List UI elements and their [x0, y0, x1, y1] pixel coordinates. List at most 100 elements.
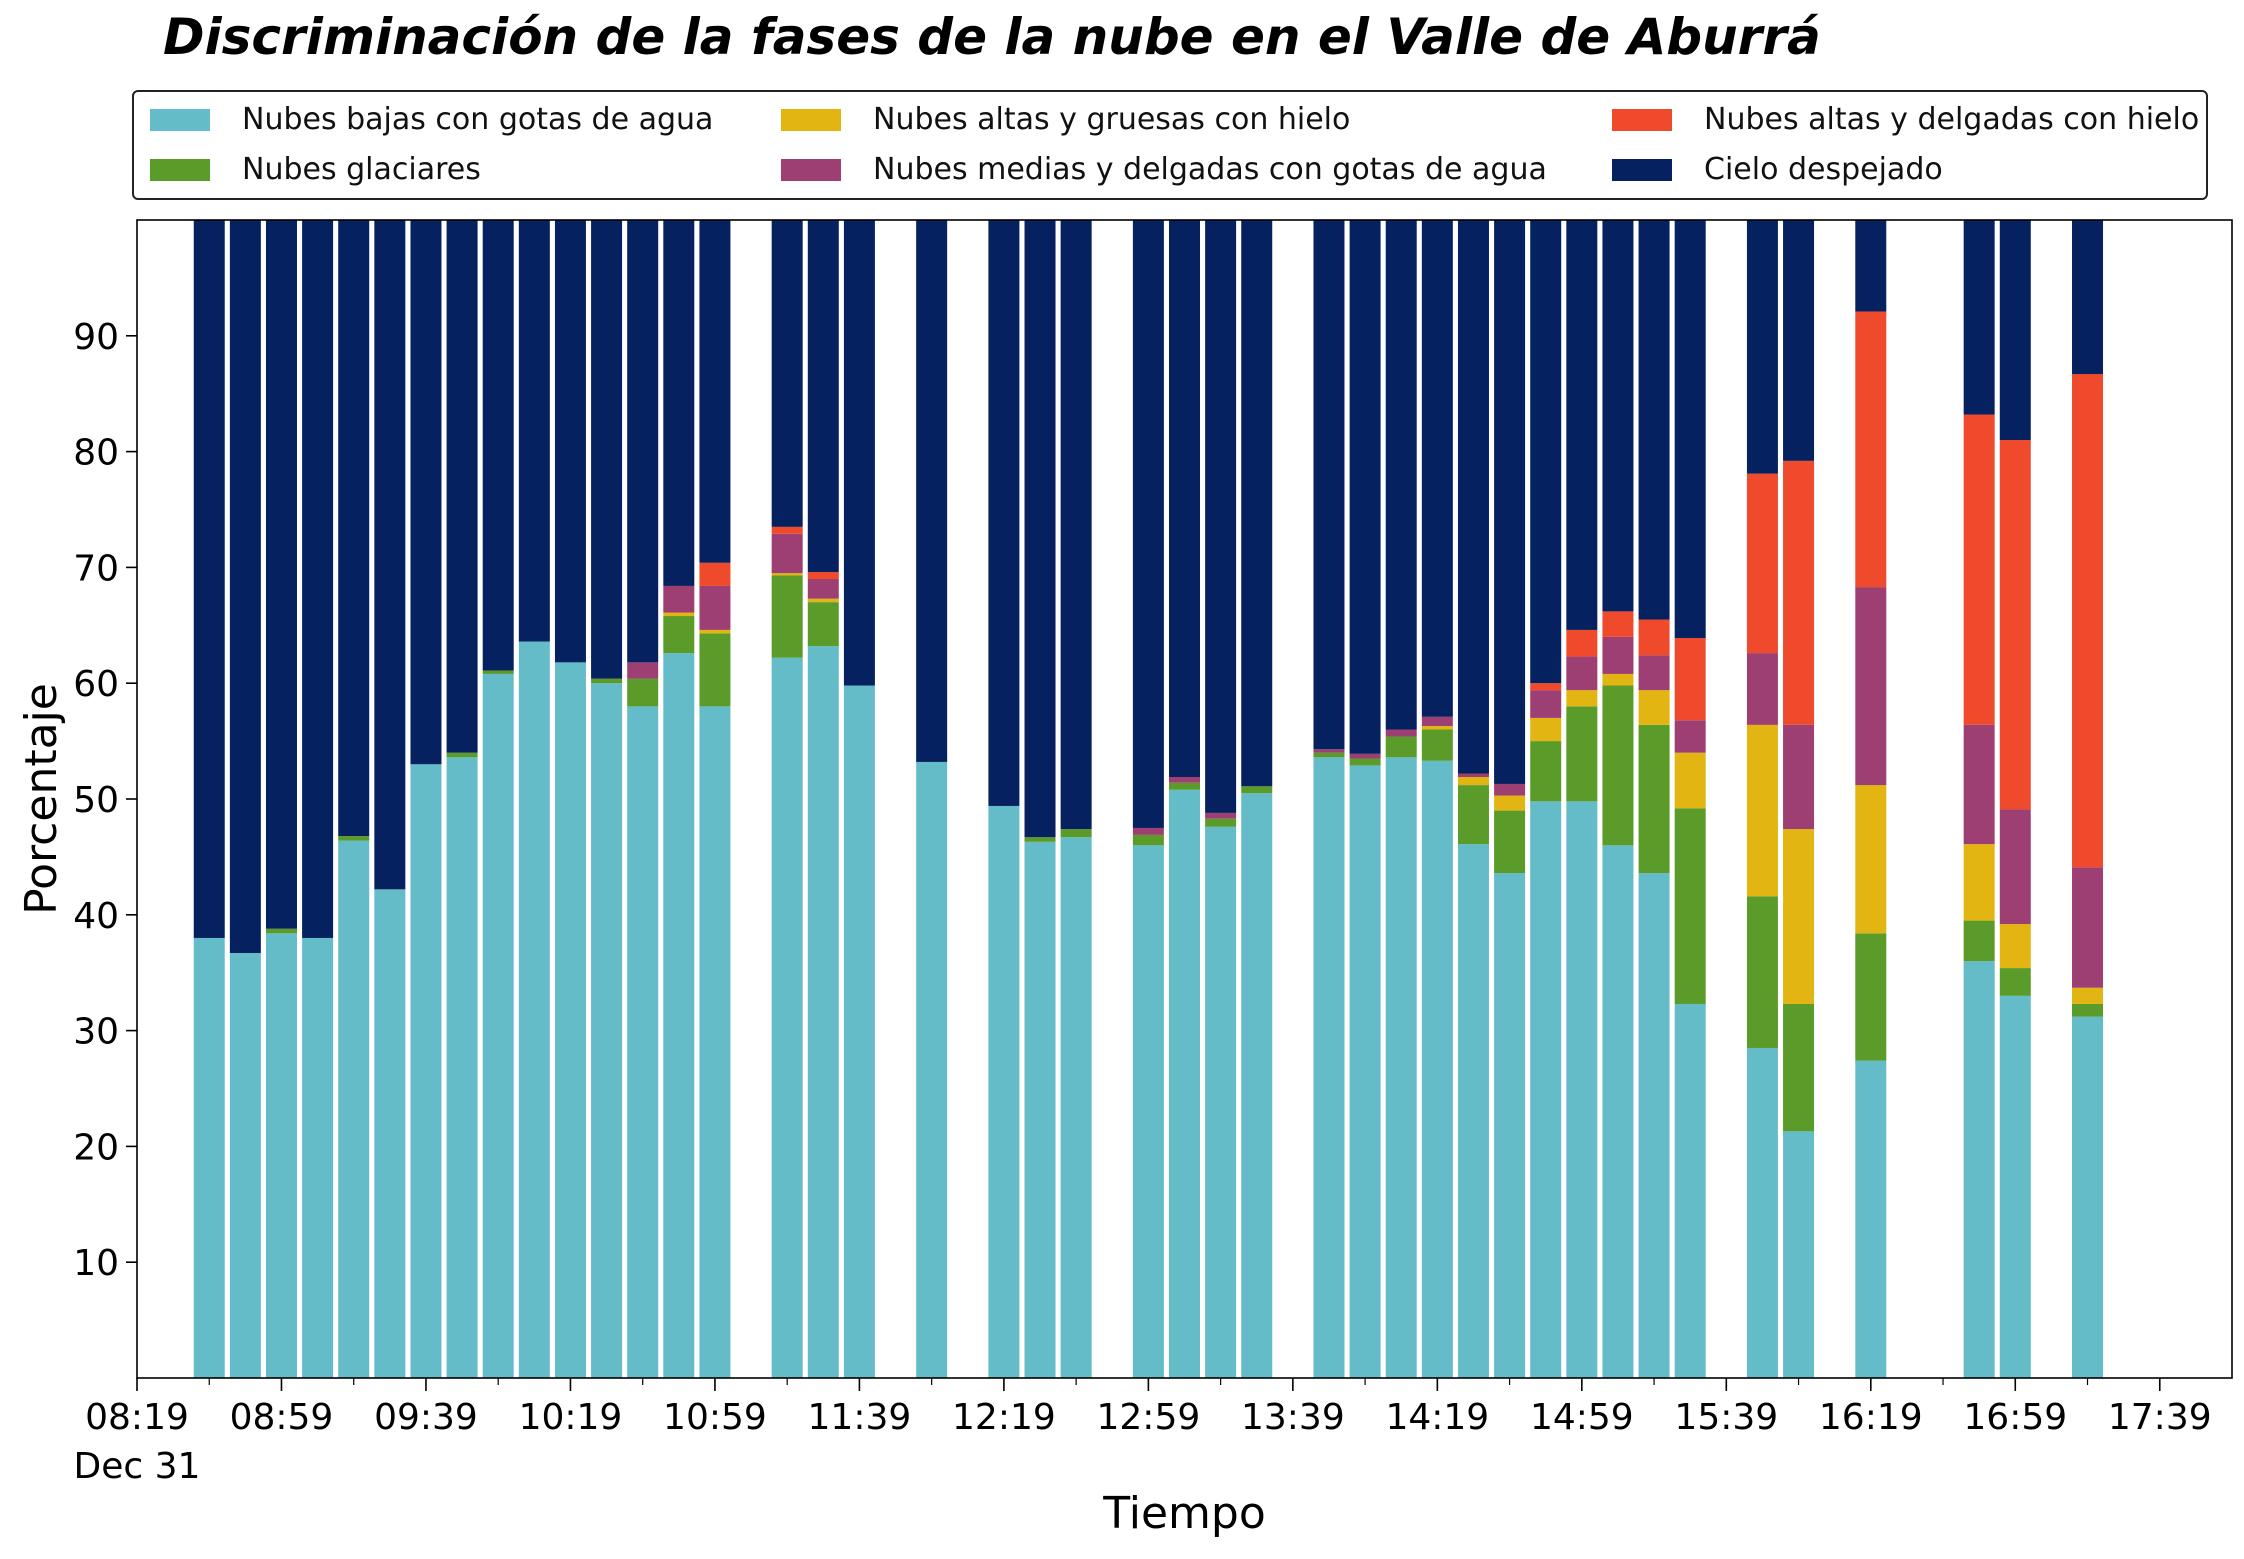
- bar-segment: [229, 953, 261, 1378]
- bar-segment: [338, 836, 370, 841]
- bar-segment: [1746, 473, 1778, 654]
- bar-segment: [518, 220, 550, 642]
- bar-segment: [2072, 1003, 2104, 1017]
- bar-segment: [338, 220, 370, 837]
- bar-segment: [1674, 720, 1706, 753]
- bar-segment: [1746, 896, 1778, 1048]
- bar-segment: [1421, 729, 1453, 761]
- bar-segment: [916, 761, 948, 1378]
- x-tick-label: 09:39: [374, 1397, 478, 1438]
- bar-segment: [1638, 220, 1670, 620]
- legend-item: Nubes medias y delgadas con gotas de agu…: [781, 152, 1547, 187]
- bar-segment: [807, 598, 839, 603]
- bar-segment: [1205, 826, 1237, 1378]
- bar-segment: [699, 629, 731, 634]
- bar-segment: [807, 602, 839, 647]
- bar-segment: [1494, 220, 1526, 784]
- bar-segment: [807, 220, 839, 573]
- legend-swatch: [781, 158, 841, 181]
- legend-label: Nubes medias y delgadas con gotas de agu…: [873, 152, 1547, 187]
- bar-segment: [1205, 812, 1237, 819]
- bar-segment: [302, 937, 334, 1378]
- bar-segment: [1494, 873, 1526, 1378]
- bar-segment: [1999, 440, 2031, 810]
- bar-segment: [1385, 729, 1417, 737]
- bar-segment: [1746, 653, 1778, 725]
- x-tick-label: 16:59: [1963, 1397, 2067, 1438]
- bar-segment: [482, 670, 514, 674]
- x-axis-label: Tiempo: [1102, 1488, 1266, 1539]
- bar-segment: [699, 220, 731, 563]
- x-tick-label: 10:59: [663, 1397, 767, 1438]
- y-tick-label: 10: [73, 1243, 119, 1284]
- bar-segment: [663, 220, 695, 586]
- legend-swatch: [150, 158, 210, 181]
- bar-segment: [1638, 690, 1670, 725]
- x-tick-label: 12:59: [1097, 1397, 1201, 1438]
- bar-segment: [807, 578, 839, 599]
- bar-segment: [1783, 220, 1815, 461]
- bar-segment: [1349, 758, 1381, 766]
- x-tick-label: 17:39: [2108, 1397, 2212, 1438]
- bar-segment: [771, 220, 803, 527]
- bar-segment: [1963, 220, 1995, 415]
- bar-segment: [338, 840, 370, 1378]
- legend: Nubes bajas con gotas de agua Nubes alta…: [132, 90, 2208, 200]
- bar-segment: [1205, 220, 1237, 813]
- bar-segment: [1674, 1003, 1706, 1378]
- bar-segment: [627, 678, 659, 707]
- bar-segment: [1674, 220, 1706, 639]
- bar-segment: [229, 220, 261, 954]
- bar-segment: [2072, 374, 2104, 868]
- bar-segment: [1530, 220, 1562, 684]
- bar-segment: [699, 706, 731, 1378]
- bar-segment: [1024, 841, 1056, 1378]
- bar-segment: [1024, 837, 1056, 842]
- x-tick-label: 14:59: [1530, 1397, 1634, 1438]
- bar-segment: [627, 220, 659, 663]
- bar-segment: [410, 220, 442, 765]
- bar-segment: [663, 612, 695, 617]
- legend-label: Nubes bajas con gotas de agua: [242, 102, 714, 137]
- bar-segment: [1602, 845, 1634, 1378]
- bar-segment: [1602, 611, 1634, 637]
- bar-segment: [1602, 220, 1634, 612]
- y-tick-label: 90: [73, 317, 119, 358]
- bar-segment: [807, 572, 839, 579]
- bar-segment: [1205, 818, 1237, 827]
- bar-segment: [1421, 760, 1453, 1378]
- bar-segment: [410, 764, 442, 1378]
- bar-segment: [699, 633, 731, 707]
- bar-segment: [1132, 827, 1164, 835]
- bar-segment: [302, 220, 334, 938]
- bar-segment: [1999, 968, 2031, 996]
- bar-segment: [1530, 717, 1562, 742]
- bar-segment: [193, 220, 225, 938]
- bar-segment: [1783, 829, 1815, 1004]
- bar-segment: [1963, 961, 1995, 1378]
- x-tick-label: 12:19: [952, 1397, 1056, 1438]
- bar-segment: [1746, 1047, 1778, 1378]
- y-tick-label: 70: [73, 548, 119, 589]
- y-tick-label: 20: [73, 1127, 119, 1168]
- y-axis-label: Porcentaje: [16, 683, 67, 915]
- bar-segment: [1674, 752, 1706, 809]
- bar-segment: [1457, 773, 1489, 777]
- bar-segment: [699, 585, 731, 630]
- bar-segment: [1313, 752, 1345, 758]
- bar-segment: [1349, 765, 1381, 1378]
- bar-segment: [1349, 753, 1381, 759]
- bar-segment: [1494, 783, 1526, 796]
- legend-swatch: [1612, 158, 1672, 181]
- bar-segment: [1457, 220, 1489, 774]
- bar-segment: [446, 752, 478, 758]
- bar-segment: [1638, 619, 1670, 656]
- bar-segment: [554, 662, 586, 1378]
- bar-segment: [1494, 810, 1526, 874]
- bar-segment: [807, 646, 839, 1378]
- bar-segment: [1855, 1060, 1887, 1378]
- bar-segment: [1313, 757, 1345, 1378]
- x-tick-label: 11:39: [808, 1397, 912, 1438]
- legend-item: Nubes altas y delgadas con hielo: [1612, 102, 2199, 137]
